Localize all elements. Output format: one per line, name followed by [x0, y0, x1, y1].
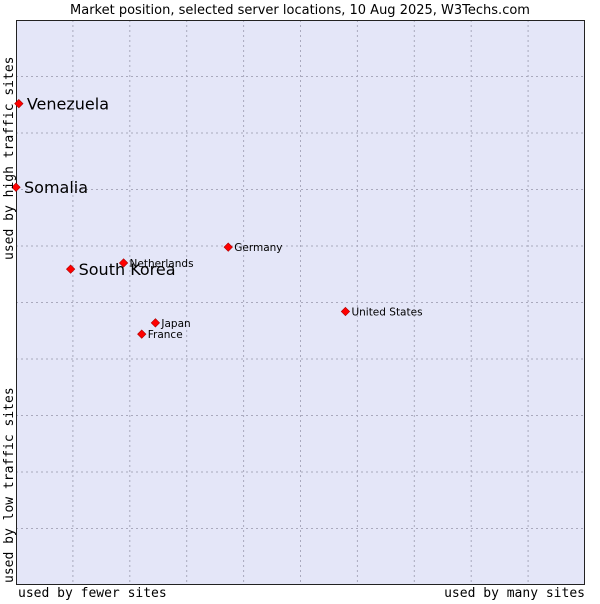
plot-border	[16, 20, 585, 585]
point-marker	[65, 264, 76, 274]
point-label: Netherlands	[130, 258, 194, 270]
data-point-somalia: Somalia	[11, 178, 88, 197]
point-marker	[118, 258, 129, 268]
point-label: Germany	[234, 242, 282, 254]
point-marker	[137, 329, 147, 339]
point-label: South Korea	[79, 260, 176, 279]
data-point-germany: Germany	[223, 242, 283, 254]
point-marker	[11, 182, 21, 192]
point-label: Somalia	[24, 178, 88, 197]
point-marker	[223, 242, 233, 252]
data-point-united-states: United States	[340, 306, 423, 319]
point-label: Venezuela	[27, 95, 109, 114]
chart-title: Market position, selected server locatio…	[70, 3, 530, 18]
data-point-france: France	[137, 329, 183, 341]
y-axis-label-low: used by low traffic sites	[2, 387, 17, 583]
data-point-netherlands: Netherlands	[118, 258, 194, 270]
point-marker	[340, 306, 351, 317]
data-point-venezuela: Venezuela	[14, 95, 109, 114]
y-axis-label-high: used by high traffic sites	[2, 57, 17, 261]
point-marker	[14, 98, 24, 109]
x-axis-label-low: used by fewer sites	[18, 586, 167, 600]
point-label: United States	[351, 307, 422, 319]
data-point-south-korea: South Korea	[65, 260, 176, 279]
x-axis-label-high: used by many sites	[444, 586, 585, 600]
point-label: France	[148, 329, 183, 341]
point-marker	[150, 318, 161, 328]
data-point-japan: Japan	[150, 318, 191, 330]
point-label: Japan	[160, 318, 190, 330]
grid	[16, 20, 585, 585]
